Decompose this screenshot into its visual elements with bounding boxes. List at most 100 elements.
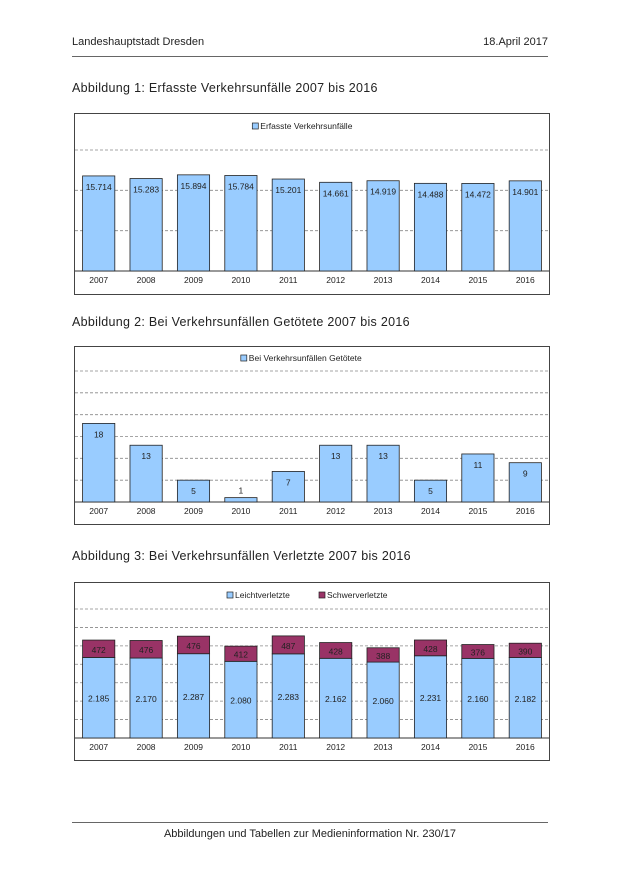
legend-swatch	[226, 591, 234, 599]
x-tick-label: 2015	[468, 506, 487, 516]
bar	[366, 661, 400, 739]
bar	[461, 183, 495, 272]
bar	[271, 471, 305, 503]
bar	[461, 453, 495, 503]
x-tick-label: 2008	[137, 275, 156, 285]
data-label: 5	[191, 486, 196, 496]
x-tick-label: 2007	[89, 742, 108, 752]
legend-swatch	[251, 122, 259, 130]
data-label: 2.080	[230, 696, 252, 706]
x-tick-label: 2012	[326, 506, 345, 516]
bar	[461, 657, 495, 739]
x-tick-label: 2014	[421, 275, 440, 285]
x-tick-label: 2016	[516, 506, 535, 516]
x-tick-label: 2010	[231, 742, 250, 752]
legend-swatch	[240, 354, 248, 362]
chart-2-title: Abbildung 2: Bei Verkehrsunfällen Getöte…	[72, 315, 410, 329]
page-header: Landeshauptstadt Dresden 18.April 2017	[72, 36, 548, 54]
x-tick-label: 2011	[279, 275, 298, 285]
x-tick-label: 2008	[137, 742, 156, 752]
legend-label: Leichtverletzte	[235, 590, 290, 600]
bar	[82, 423, 116, 503]
bar	[413, 479, 448, 503]
x-tick-label: 2011	[279, 506, 298, 516]
bar	[271, 635, 305, 655]
data-label: 428	[423, 644, 437, 654]
data-label: 18	[94, 429, 104, 439]
x-tick-label: 2014	[421, 506, 440, 516]
data-label: 15.894	[181, 181, 207, 191]
data-label: 2.160	[467, 694, 489, 704]
x-tick-label: 2010	[231, 275, 250, 285]
data-label: 476	[139, 645, 153, 655]
x-tick-label: 2015	[468, 742, 487, 752]
chart-2-svg: 18 2007 13 2008 5 2009 1 2010 7 2011 13 2012 13 2013 5…	[75, 353, 549, 516]
data-label: 14.488	[418, 189, 444, 199]
bar	[224, 175, 258, 272]
chart-3-svg: 2.185 472 2007 2.170 476 2008 2.287 476 2009 2.08…	[75, 590, 549, 752]
bar	[461, 644, 495, 659]
bar	[319, 444, 353, 503]
data-label: 476	[186, 641, 200, 651]
data-label: 2.231	[420, 693, 442, 703]
bar	[508, 642, 542, 658]
chart-2: 18 2007 13 2008 5 2009 1 2010 7 2011 13 2012 13 2013 5…	[74, 346, 550, 525]
data-label: 15.784	[228, 182, 254, 192]
header-date: 18.April 2017	[483, 36, 548, 48]
data-label: 390	[518, 646, 532, 656]
x-tick-label: 2013	[374, 742, 393, 752]
x-tick-label: 2007	[89, 506, 108, 516]
data-label: 428	[329, 646, 343, 656]
x-tick-label: 2009	[184, 506, 203, 516]
x-tick-label: 2012	[326, 742, 345, 752]
data-label: 2.170	[135, 694, 157, 704]
data-label: 2.162	[325, 694, 347, 704]
data-label: 2.287	[183, 692, 205, 702]
chart-1-svg: 15.714 2007 15.283 2008 15.894 2009 15.784 2010…	[75, 121, 549, 285]
data-label: 14.472	[465, 189, 491, 199]
chart-3: 2.185 472 2007 2.170 476 2008 2.287 476 2009 2.08…	[74, 582, 550, 761]
x-tick-label: 2009	[184, 275, 203, 285]
data-label: 412	[234, 650, 248, 660]
header-rule	[72, 56, 548, 57]
x-tick-label: 2008	[137, 506, 156, 516]
bar	[82, 175, 116, 272]
bar	[224, 497, 258, 503]
bar	[319, 181, 353, 272]
page-footer: Abbildungen und Tabellen zur Medieninfor…	[163, 828, 457, 840]
chart-1-title: Abbildung 1: Erfasste Verkehrsunfälle 20…	[72, 81, 378, 95]
data-label: 472	[92, 645, 106, 655]
bar	[366, 647, 400, 663]
data-label: 2.283	[278, 692, 300, 702]
data-label: 7	[286, 477, 291, 487]
footer-rule	[72, 822, 548, 823]
data-label: 2.060	[372, 696, 394, 706]
data-label: 15.714	[86, 182, 112, 192]
bar	[129, 178, 163, 272]
data-label: 14.901	[512, 187, 538, 197]
x-tick-label: 2007	[89, 275, 108, 285]
data-label: 9	[523, 469, 528, 479]
x-tick-label: 2013	[374, 275, 393, 285]
legend-swatch	[318, 591, 326, 599]
data-label: 376	[471, 647, 485, 657]
data-label: 15.283	[133, 185, 159, 195]
chart-3-title: Abbildung 3: Bei Verkehrsunfällen Verlet…	[72, 549, 411, 563]
bar	[129, 640, 163, 659]
legend-label: Schwerverletzte	[327, 590, 388, 600]
bar	[176, 479, 211, 503]
x-tick-label: 2010	[231, 506, 250, 516]
x-tick-label: 2016	[516, 742, 535, 752]
data-label: 487	[281, 641, 295, 651]
x-tick-label: 2009	[184, 742, 203, 752]
chart-1: 15.714 2007 15.283 2008 15.894 2009 15.784 2010…	[74, 113, 550, 295]
bar	[413, 182, 448, 272]
data-label: 1	[239, 486, 244, 496]
legend-label: Bei Verkehrsunfällen Getötete	[249, 353, 362, 363]
bar	[508, 462, 542, 503]
bar	[271, 653, 305, 739]
bar	[176, 174, 211, 272]
data-label: 13	[378, 451, 388, 461]
data-label: 11	[473, 460, 482, 470]
x-tick-label: 2011	[279, 742, 298, 752]
